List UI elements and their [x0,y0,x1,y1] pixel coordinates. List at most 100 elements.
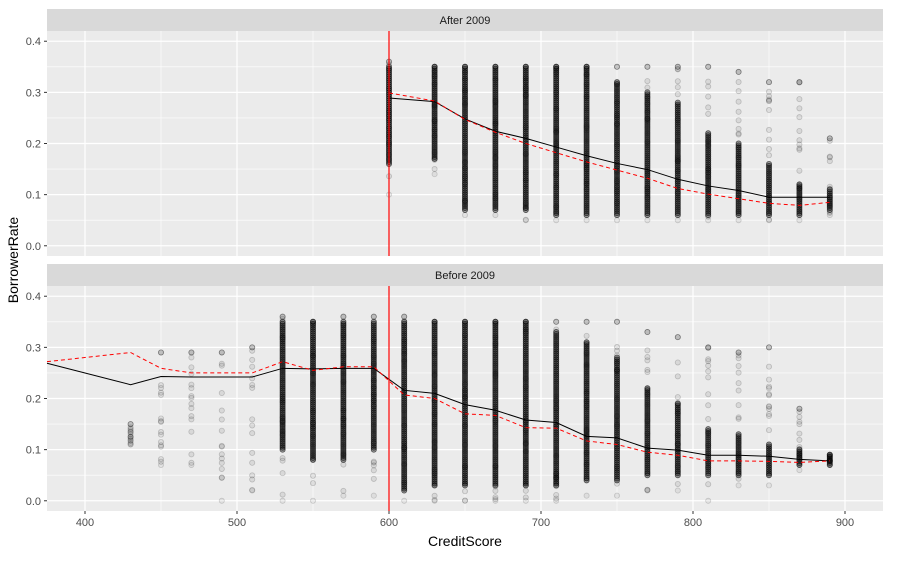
scatter-point [705,83,712,90]
scatter-point [461,318,468,325]
scatter-point [249,459,256,466]
scatter-point [766,88,773,95]
facet-panel: After 2009 0.0 0.1 0.2 0.3 0.4 [26,9,883,256]
scatter-point [340,487,347,494]
scatter-point [674,480,681,487]
mean-line [388,97,830,198]
scatter-point [674,101,681,108]
scatter-point [766,363,773,370]
scatter-point [431,65,438,72]
scatter-point [674,91,681,98]
scatter-point [826,137,833,144]
scatter-point [796,96,803,103]
scatter-point [766,98,773,105]
scatter-point [218,390,225,397]
scatter-point [157,418,164,425]
scatter-point [553,65,560,72]
scatter-points [127,313,833,504]
scatter-point [796,145,803,152]
scatter-point [218,465,225,472]
scatter-point [370,458,377,465]
scatter-point [340,492,347,499]
scatter-point [218,443,225,450]
scatter-point [127,433,134,440]
scatter-point [674,65,681,72]
scatter-point [674,84,681,91]
scatter-point [188,385,195,392]
scatter-point [309,480,316,487]
scatter-point [614,63,621,70]
scatter-point [614,79,621,86]
scatter-point [492,487,499,494]
scatter-point [127,439,134,446]
scatter-point [249,363,256,370]
scatter-point [461,320,468,327]
scatter-point [705,374,712,381]
scatter-point [401,497,408,504]
scatter-point [127,428,134,435]
scatter-point [735,140,742,147]
scatter-point [461,63,468,70]
scatter-point [401,313,408,320]
scatter-point [431,497,438,504]
scatter-point [431,320,438,327]
scatter-point [705,344,712,351]
y-tick-label: 0.3 [26,87,41,99]
scatter-point [249,472,256,479]
scatter-point [735,431,742,438]
scatter-point [431,166,438,173]
scatter-point [309,472,316,479]
scatter-point [157,461,164,468]
scatter-point [705,132,712,139]
scatter-point [766,93,773,100]
scatter-point [370,318,377,325]
scatter-point [431,497,438,504]
scatter-point [644,354,651,361]
scatter-point [157,431,164,438]
scatter-point [796,430,803,437]
y-tick-label: 0.0 [26,496,41,508]
scatter-point [766,162,773,169]
scatter-point [583,65,590,72]
scatter-point [766,216,773,223]
scatter-point [705,497,712,504]
scatter-point [735,217,742,224]
scatter-point [188,459,195,466]
scatter-point [249,430,256,437]
scatter-point [583,63,590,70]
scatter-point [766,96,773,103]
scatter-point [188,394,195,401]
scatter-point [279,457,286,464]
scatter-point [796,79,803,86]
scatter-point [461,497,468,504]
scatter-point [157,391,164,398]
scatter-point [340,313,347,320]
scatter-point [766,152,773,159]
scatter-point [766,383,773,390]
scatter-point [796,137,803,144]
scatter-point [796,405,803,412]
scatter-point [766,136,773,143]
scatter-point [127,427,134,434]
scatter-point [796,146,803,153]
scatter-point [583,63,590,70]
scatter-point [218,497,225,504]
scatter-point [127,430,134,437]
scatter-point [614,318,621,325]
scatter-point [218,427,225,434]
scatter-point [766,376,773,383]
scatter-point [157,438,164,445]
scatter-point [826,153,833,160]
scatter-point [370,475,377,482]
scatter-point [705,93,712,100]
scatter-point [492,320,499,327]
scatter-point [644,487,651,494]
scatter-point [735,68,742,75]
scatter-point [796,167,803,174]
scatter-point [766,79,773,86]
scatter-point [127,433,134,440]
scatter-point [309,497,316,504]
scatter-point [157,382,164,389]
scatter-point [796,105,803,112]
scatter-point [735,88,742,95]
